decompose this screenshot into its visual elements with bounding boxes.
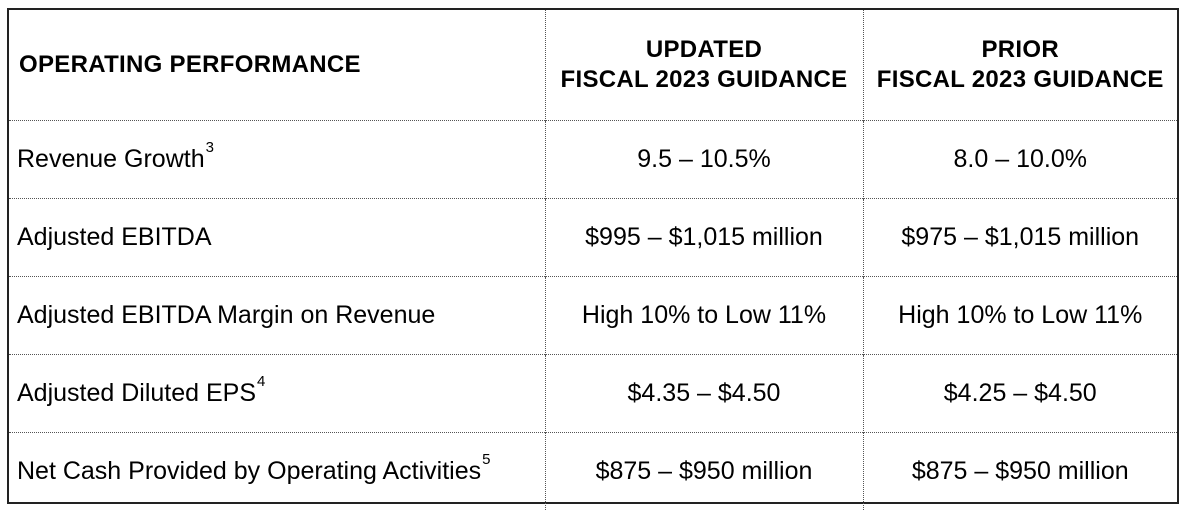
row-label: Adjusted Diluted EPS	[17, 379, 257, 407]
footnote-marker: 5	[482, 451, 491, 468]
prior-value: High 10% to Low 11%	[862, 276, 1177, 355]
prior-value: $875 – $950 million	[862, 432, 1177, 510]
row-label-cell: Revenue Growth3	[9, 120, 545, 199]
row-label: Revenue Growth	[17, 145, 205, 173]
footnote-marker: 3	[205, 139, 214, 156]
updated-value: High 10% to Low 11%	[544, 276, 863, 355]
table-row: Adjusted EBITDA $995 – $1,015 million $9…	[9, 198, 1177, 277]
header-updated-line2: FISCAL 2023 GUIDANCE	[560, 66, 848, 93]
row-label: Adjusted EBITDA	[17, 223, 212, 251]
prior-value: $975 – $1,015 million	[862, 198, 1177, 277]
updated-value: $995 – $1,015 million	[544, 198, 863, 277]
updated-value: 9.5 – 10.5%	[544, 120, 863, 199]
guidance-table-frame: OPERATING PERFORMANCE UPDATED FISCAL 202…	[7, 8, 1179, 510]
row-label-cell: Adjusted EBITDA	[9, 198, 545, 277]
footnote-marker: 4	[257, 373, 266, 390]
header-prior-line2: FISCAL 2023 GUIDANCE	[876, 66, 1164, 93]
prior-value: 8.0 – 10.0%	[862, 120, 1177, 199]
table-row: Adjusted EBITDA Margin on Revenue High 1…	[9, 276, 1177, 355]
header-prior-guidance: PRIOR FISCAL 2023 GUIDANCE	[862, 10, 1177, 121]
updated-value: $4.35 – $4.50	[544, 354, 863, 433]
prior-value: $4.25 – $4.50	[862, 354, 1177, 433]
header-operating-performance: OPERATING PERFORMANCE	[19, 51, 361, 78]
row-label-cell: Adjusted EBITDA Margin on Revenue	[9, 276, 545, 355]
table-row: Adjusted Diluted EPS4 $4.35 – $4.50 $4.2…	[9, 354, 1177, 433]
updated-value: $875 – $950 million	[544, 432, 863, 510]
header-updated-guidance: UPDATED FISCAL 2023 GUIDANCE	[544, 10, 863, 121]
header-updated-line1: UPDATED	[645, 36, 763, 63]
guidance-table: OPERATING PERFORMANCE UPDATED FISCAL 202…	[9, 10, 1177, 510]
row-label-cell: Net Cash Provided by Operating Activitie…	[9, 432, 545, 510]
row-label: Net Cash Provided by Operating Activitie…	[17, 457, 482, 485]
table-row: Revenue Growth3 9.5 – 10.5% 8.0 – 10.0%	[9, 120, 1177, 199]
header-prior-line1: PRIOR	[981, 36, 1059, 63]
header-row: OPERATING PERFORMANCE UPDATED FISCAL 202…	[9, 10, 1177, 121]
row-label-cell: Adjusted Diluted EPS4	[9, 354, 545, 433]
table-row: Net Cash Provided by Operating Activitie…	[9, 432, 1177, 510]
row-label: Adjusted EBITDA Margin on Revenue	[17, 301, 436, 329]
